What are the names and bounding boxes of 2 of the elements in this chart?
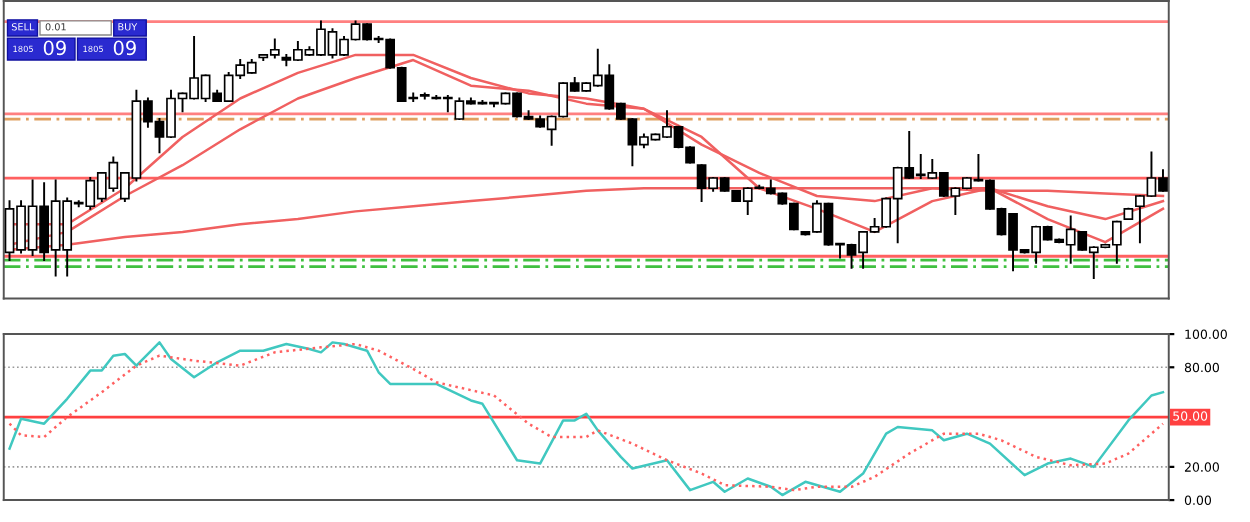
annotation: 09 (113, 40, 136, 56)
annotation: 09 (43, 40, 66, 56)
